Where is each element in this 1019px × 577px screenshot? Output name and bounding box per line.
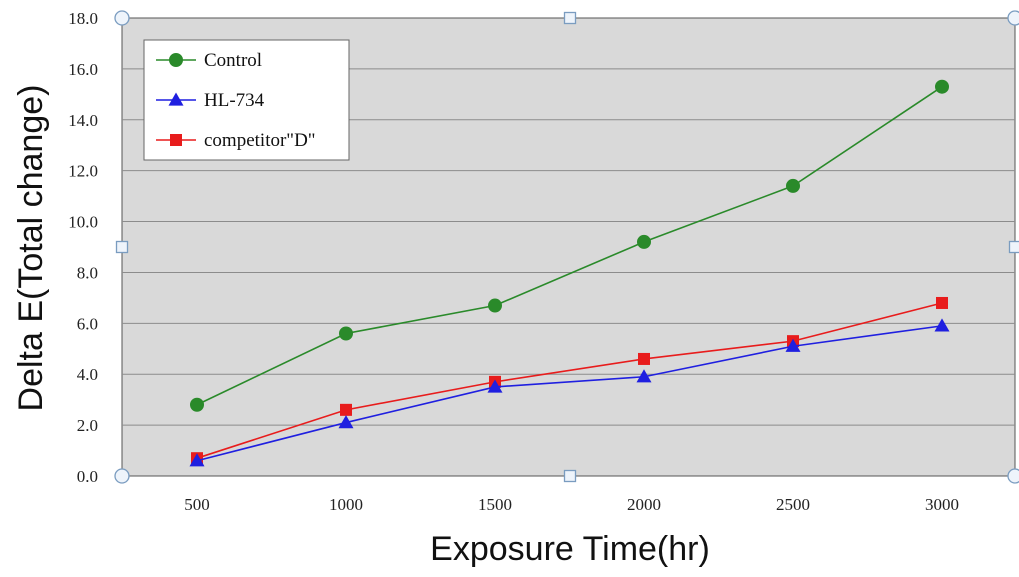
corner-resize-handle[interactable] bbox=[115, 11, 129, 25]
data-point bbox=[340, 404, 352, 416]
x-axis-title: Exposure Time(hr) bbox=[430, 530, 710, 568]
x-tick-label: 500 bbox=[184, 495, 210, 514]
legend-label: HL-734 bbox=[204, 90, 265, 111]
y-tick-label: 18.0 bbox=[68, 9, 98, 28]
legend-label: competitor"D" bbox=[204, 130, 316, 151]
y-tick-label: 10.0 bbox=[68, 213, 98, 232]
y-tick-label: 16.0 bbox=[68, 60, 98, 79]
y-axis-title: Delta E(Total change) bbox=[12, 85, 50, 412]
legend-marker bbox=[170, 54, 183, 67]
corner-resize-handle[interactable] bbox=[115, 469, 129, 483]
data-point bbox=[191, 398, 204, 411]
x-tick-label: 2500 bbox=[776, 495, 810, 514]
side-resize-handle[interactable] bbox=[1010, 242, 1019, 253]
corner-resize-handle[interactable] bbox=[1008, 469, 1019, 483]
side-resize-handle[interactable] bbox=[565, 471, 576, 482]
data-point bbox=[638, 353, 650, 365]
data-point bbox=[489, 299, 502, 312]
corner-resize-handle[interactable] bbox=[1008, 11, 1019, 25]
y-tick-label: 8.0 bbox=[77, 263, 98, 282]
legend-label: Control bbox=[204, 50, 262, 71]
x-axis-tick-labels: 500 1000 1500 2000 2500 3000 bbox=[184, 495, 959, 514]
y-tick-label: 6.0 bbox=[77, 314, 98, 333]
legend: Control HL-734 competitor"D" bbox=[144, 40, 349, 160]
data-point bbox=[936, 297, 948, 309]
side-resize-handle[interactable] bbox=[117, 242, 128, 253]
y-tick-label: 4.0 bbox=[77, 365, 98, 384]
y-tick-label: 14.0 bbox=[68, 111, 98, 130]
x-tick-label: 1000 bbox=[329, 495, 363, 514]
x-tick-label: 1500 bbox=[478, 495, 512, 514]
y-tick-label: 12.0 bbox=[68, 162, 98, 181]
x-tick-label: 2000 bbox=[627, 495, 661, 514]
data-point bbox=[787, 179, 800, 192]
x-tick-label: 3000 bbox=[925, 495, 959, 514]
y-axis-tick-labels: 0.0 2.0 4.0 6.0 8.0 10.0 12.0 14.0 16.0 18.0 bbox=[68, 9, 98, 486]
data-point bbox=[936, 80, 949, 93]
legend-marker bbox=[170, 134, 182, 146]
y-tick-label: 0.0 bbox=[77, 467, 98, 486]
y-tick-label: 2.0 bbox=[77, 416, 98, 435]
side-resize-handle[interactable] bbox=[565, 13, 576, 24]
data-point bbox=[638, 235, 651, 248]
data-point bbox=[340, 327, 353, 340]
